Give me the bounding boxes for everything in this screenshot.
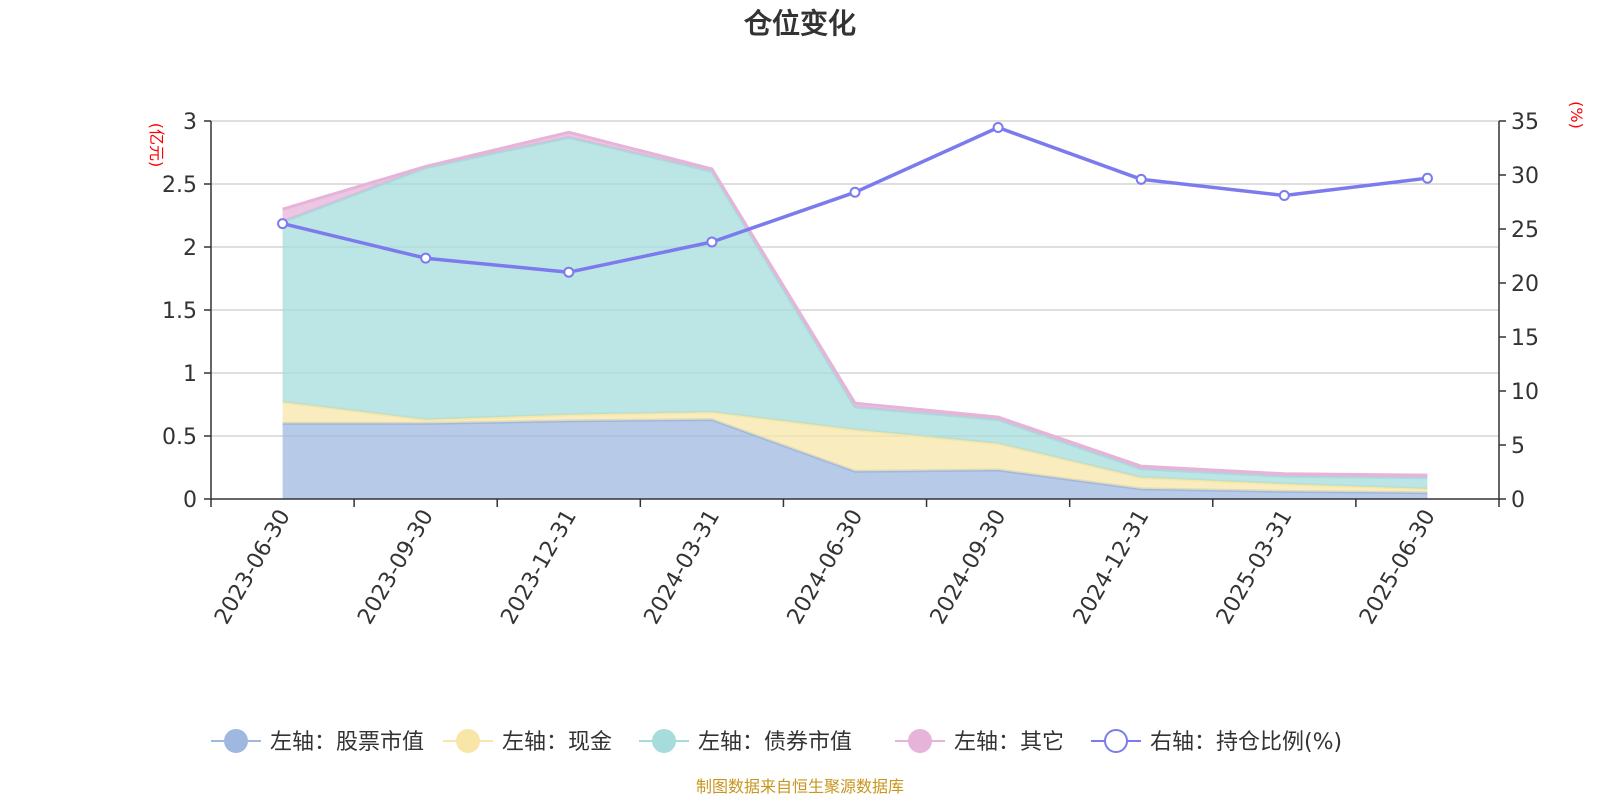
- x-tick-label: 2025-03-31: [1212, 506, 1298, 629]
- right-axis-unit: (%): [1567, 101, 1586, 129]
- right-tick-label: 20: [1511, 272, 1539, 297]
- x-tick-label: 2024-12-31: [1069, 506, 1155, 629]
- ratio-point: [563, 266, 575, 278]
- left-tick-label: 0.5: [162, 425, 197, 450]
- ratio-point: [849, 186, 861, 198]
- stacked-areas: [282, 130, 1428, 499]
- left-tick-label: 3: [183, 110, 197, 135]
- legend-label: 左轴：股票市值: [270, 730, 424, 755]
- x-tick-label: 2024-09-30: [926, 506, 1012, 629]
- right-tick-label: 5: [1511, 434, 1525, 459]
- left-tick-label: 0: [183, 488, 197, 513]
- left-tick-label: 1.5: [162, 299, 197, 324]
- right-tick-label: 15: [1511, 326, 1539, 351]
- legend-marker: [456, 729, 480, 753]
- ratio-point: [706, 236, 718, 248]
- left-axis-unit: (亿元): [147, 123, 166, 168]
- legend-marker: [652, 729, 676, 753]
- right-tick-label: 10: [1511, 380, 1539, 405]
- x-tick-label: 2023-12-31: [496, 506, 582, 629]
- legend-marker: [224, 729, 248, 753]
- right-tick-label: 30: [1511, 164, 1539, 189]
- chart-title: 仓位变化: [744, 7, 856, 40]
- legend-label: 左轴：其它: [954, 730, 1064, 755]
- ratio-line: [277, 121, 1433, 278]
- stacked-area: [282, 419, 1428, 499]
- right-tick-label: 0: [1511, 488, 1525, 513]
- ratio-point: [277, 218, 289, 230]
- x-tick-label: 2023-09-30: [353, 505, 439, 628]
- legend-label: 右轴：持仓比例(%): [1150, 730, 1342, 755]
- x-tick-label: 2025-06-30: [1355, 506, 1441, 629]
- data-source-note: 制图数据来自恒生聚源数据库: [696, 777, 904, 796]
- left-tick-label: 2: [183, 236, 197, 261]
- x-tick-label: 2024-03-31: [640, 506, 726, 629]
- legend-marker: [1104, 729, 1128, 753]
- right-tick-label: 25: [1511, 218, 1539, 243]
- legend-item[interactable]: 左轴：其它: [895, 729, 1064, 755]
- x-tick-label: 2024-06-30: [783, 506, 869, 629]
- ratio-point: [1421, 172, 1433, 184]
- ratio-point: [1278, 190, 1290, 202]
- legend-marker: [908, 729, 932, 753]
- stacked-area: [282, 402, 1428, 493]
- legend-item[interactable]: 左轴：债券市值: [639, 729, 852, 755]
- legend-item[interactable]: 左轴：股票市值: [211, 729, 424, 755]
- right-tick-label: 35: [1511, 110, 1539, 135]
- ratio-point: [420, 252, 432, 264]
- ratio-point: [1135, 173, 1147, 185]
- legend-label: 左轴：债券市值: [698, 730, 852, 755]
- ratio-point: [992, 121, 1004, 133]
- left-tick-label: 2.5: [162, 173, 197, 198]
- stacked-area-edge: [282, 130, 1428, 477]
- legend-label: 左轴：现金: [502, 730, 612, 755]
- legend-item[interactable]: 右轴：持仓比例(%): [1091, 729, 1342, 755]
- left-tick-label: 1: [183, 362, 197, 387]
- stacked-area: [282, 137, 1428, 489]
- legend-item[interactable]: 左轴：现金: [443, 729, 612, 755]
- x-tick-label: 2023-06-30: [210, 506, 296, 629]
- legend: 左轴：股票市值 左轴：现金 左轴：债券市值 左轴：其它 右轴：持仓比例(%): [211, 729, 1342, 755]
